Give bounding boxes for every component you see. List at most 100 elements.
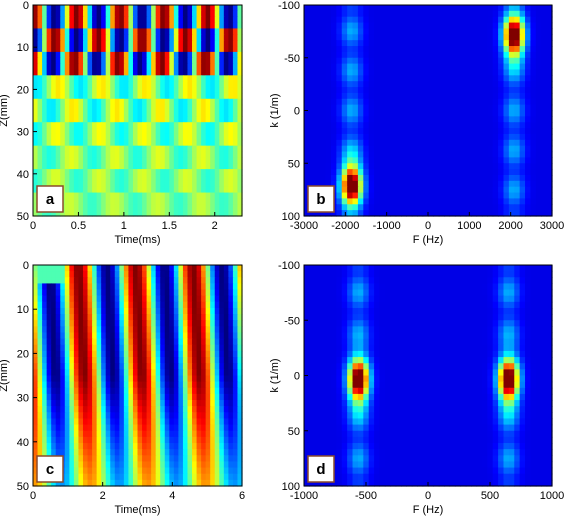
heatmap-cell <box>309 169 316 176</box>
heatmap-cell <box>390 28 397 35</box>
heatmap-cell <box>146 387 152 395</box>
heatmap-cell <box>114 301 120 309</box>
heatmap-cell <box>105 265 111 272</box>
heatmap-cell <box>454 139 461 147</box>
heatmap-cell <box>232 5 239 12</box>
heatmap-cell <box>105 320 111 327</box>
heatmap-cell <box>428 169 434 176</box>
heatmap-cell <box>492 180 499 188</box>
heatmap-cell <box>137 16 143 24</box>
heatmap-cell <box>119 46 125 53</box>
heatmap-cell <box>201 98 207 106</box>
heatmap-cell <box>214 418 220 426</box>
heatmap-cell <box>214 307 220 315</box>
heatmap-cell <box>336 180 343 188</box>
heatmap-cell <box>237 57 243 65</box>
heatmap-cell <box>374 92 381 100</box>
heatmap-cell <box>454 63 461 71</box>
heatmap-cell <box>92 326 98 334</box>
heatmap-cell <box>379 204 386 211</box>
heatmap-cell <box>325 10 332 18</box>
y-tick-label: -50 <box>284 53 300 65</box>
heatmap-cell <box>352 34 359 41</box>
heatmap-cell <box>69 186 75 194</box>
heatmap-cell <box>535 34 542 41</box>
panel-label: a <box>46 191 55 208</box>
heatmap-cell <box>309 28 316 35</box>
heatmap-cell <box>192 295 198 303</box>
heatmap-cell <box>347 192 354 200</box>
heatmap-cell <box>46 406 52 413</box>
heatmap-cell <box>237 455 243 463</box>
heatmap-cell <box>123 455 130 463</box>
heatmap-cell <box>411 133 418 141</box>
heatmap-cell <box>105 28 111 35</box>
heatmap-cell <box>232 449 239 456</box>
heatmap-cell <box>128 271 134 278</box>
heatmap-cell <box>92 16 98 24</box>
heatmap-cell <box>219 145 225 153</box>
heatmap-cell <box>182 151 189 158</box>
heatmap-cell <box>173 381 179 389</box>
heatmap-cell <box>201 63 207 71</box>
heatmap-cell <box>192 406 198 413</box>
heatmap-cell <box>508 75 515 82</box>
heatmap-cell <box>142 412 148 420</box>
heatmap-cell <box>232 192 239 200</box>
heatmap-cell <box>196 271 202 278</box>
heatmap-cell <box>390 204 397 211</box>
heatmap-cell <box>460 163 467 170</box>
heatmap-cell <box>160 455 166 463</box>
heatmap-cell <box>336 151 343 158</box>
heatmap-cell <box>192 51 198 59</box>
heatmap-cell <box>508 69 515 76</box>
heatmap-cell <box>530 16 537 24</box>
heatmap-cell <box>223 163 229 170</box>
heatmap-cell <box>454 151 461 158</box>
heatmap-cell <box>87 326 93 334</box>
heatmap-cell <box>347 210 354 217</box>
heatmap-cell <box>390 145 397 153</box>
heatmap-cell <box>64 87 70 94</box>
heatmap-cell <box>73 163 80 170</box>
heatmap-cell <box>160 139 166 147</box>
heatmap-cell <box>320 122 327 129</box>
heatmap-cell <box>69 192 75 200</box>
heatmap-cell <box>46 289 52 297</box>
heatmap-cell <box>169 198 175 205</box>
heatmap-cell <box>541 122 548 129</box>
heatmap-cell <box>146 28 152 35</box>
heatmap-cell <box>503 104 510 112</box>
heatmap-cell <box>182 46 189 53</box>
heatmap-cell <box>142 98 148 106</box>
heatmap-cell <box>128 289 134 297</box>
heatmap-cell <box>228 387 234 395</box>
heatmap-cell <box>110 443 116 450</box>
heatmap-cell <box>228 5 234 12</box>
heatmap-cell <box>137 326 143 334</box>
heatmap-cell <box>347 87 354 94</box>
heatmap-cell <box>169 63 175 71</box>
heatmap-cell <box>137 46 143 53</box>
heatmap-cell <box>384 51 391 59</box>
heatmap-cell <box>119 473 125 481</box>
heatmap-cell <box>352 174 359 182</box>
heatmap-cell <box>347 57 354 65</box>
heatmap-cell <box>384 22 391 30</box>
heatmap-cell <box>232 75 239 82</box>
heatmap-cell <box>541 174 548 182</box>
heatmap-cell <box>232 381 239 389</box>
heatmap-cell <box>151 307 157 315</box>
heatmap-cell <box>192 363 198 370</box>
heatmap-cell <box>214 133 220 141</box>
heatmap-cell <box>142 87 148 94</box>
heatmap-cell <box>160 400 166 407</box>
heatmap-cell <box>178 307 184 315</box>
heatmap-cell <box>347 10 354 18</box>
heatmap-cell <box>87 192 93 200</box>
heatmap-cell <box>119 283 125 291</box>
heatmap-cell <box>395 157 402 164</box>
heatmap-cell <box>46 57 52 65</box>
heatmap-cell <box>187 75 193 82</box>
heatmap-cell <box>535 75 542 82</box>
